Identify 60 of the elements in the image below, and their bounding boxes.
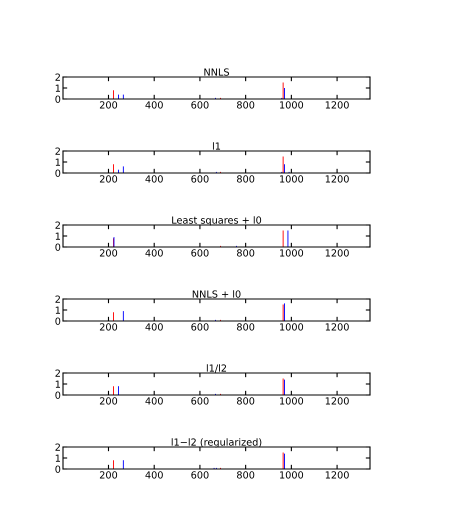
y-tick-label: 2 (55, 369, 60, 377)
y-tick-label: 1 (56, 306, 60, 314)
x-tick-label: 200 (100, 249, 118, 257)
y-tick-label: 1 (56, 380, 60, 388)
chart-title: l1/l2 (206, 364, 226, 373)
y-tick-label: 1 (56, 158, 60, 166)
x-tick-label: 1200 (326, 101, 349, 109)
x-tick-label: 400 (145, 101, 163, 109)
chart-title: l1−l2 (regularized) (172, 438, 262, 448)
chart-title: Least squares + l0 (172, 216, 262, 226)
x-tick-label: 800 (237, 175, 254, 183)
x-tick-label: 400 (145, 397, 163, 405)
y-tick-label: 2 (55, 443, 60, 451)
y-tick-label: 0 (55, 317, 60, 325)
x-tick-label: 800 (237, 471, 254, 479)
x-tick-label: 600 (191, 249, 209, 257)
x-tick-label: 200 (100, 323, 118, 331)
y-tick-label: 0 (55, 243, 60, 251)
x-tick-label: 1000 (280, 397, 304, 405)
y-tick-label: 0 (55, 169, 60, 177)
x-tick-label: 1200 (326, 471, 349, 479)
x-tick-label: 600 (191, 397, 209, 405)
x-tick-label: 200 (100, 101, 118, 109)
x-tick-label: 1200 (326, 249, 349, 257)
x-tick-label: 1000 (280, 323, 304, 331)
x-tick-label: 800 (237, 323, 254, 331)
x-tick-label: 600 (191, 175, 209, 183)
x-tick-label: 200 (100, 397, 118, 405)
y-tick-label: 0 (55, 95, 60, 103)
y-tick-label: 2 (55, 221, 60, 229)
x-tick-label: 1000 (280, 471, 304, 479)
x-tick-label: 1200 (326, 175, 349, 183)
y-tick-label: 2 (55, 147, 60, 155)
x-tick-label: 200 (100, 175, 118, 183)
chart-title: NNLS (204, 68, 230, 76)
x-tick-label: 600 (191, 323, 209, 331)
y-tick-label: 2 (55, 295, 60, 303)
chart-title: NNLS + l0 (192, 290, 241, 298)
x-tick-label: 600 (191, 471, 209, 479)
y-tick-label: 1 (56, 84, 60, 92)
x-tick-label: 400 (145, 471, 163, 479)
chart-title: l1 (212, 142, 220, 150)
x-tick-label: 1000 (280, 101, 304, 109)
x-tick-label: 1200 (326, 397, 349, 405)
y-tick-label: 1 (56, 454, 60, 462)
y-tick-label: 0 (55, 391, 60, 399)
x-tick-label: 400 (145, 175, 163, 183)
x-tick-label: 1000 (280, 175, 304, 183)
x-tick-label: 800 (237, 397, 254, 405)
y-tick-label: 0 (55, 465, 60, 473)
x-tick-label: 800 (237, 101, 254, 109)
x-tick-label: 800 (237, 249, 254, 257)
x-tick-label: 400 (145, 323, 163, 331)
x-tick-label: 1200 (326, 323, 349, 331)
x-tick-label: 600 (191, 101, 209, 109)
x-tick-label: 400 (145, 249, 163, 257)
y-tick-label: 2 (55, 73, 60, 81)
y-tick-label: 1 (56, 232, 60, 240)
x-tick-label: 1000 (280, 249, 304, 257)
x-tick-label: 200 (100, 471, 118, 479)
